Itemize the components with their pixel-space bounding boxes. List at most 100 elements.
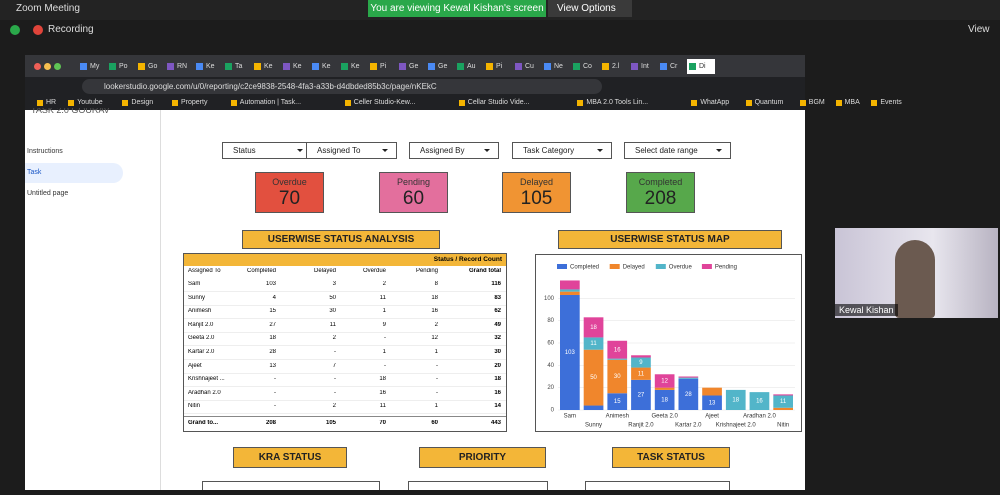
bookmark[interactable]: Events <box>870 97 914 109</box>
legend-swatch <box>609 264 620 269</box>
tab[interactable]: Ge <box>426 59 454 74</box>
bar-segment <box>702 387 722 396</box>
tab[interactable]: Di <box>687 59 715 74</box>
x-tick-label: Kartar 2.0 <box>675 423 702 429</box>
tab[interactable]: Cr <box>658 59 686 74</box>
filter[interactable]: Task Category <box>512 142 612 159</box>
filter[interactable]: Assigned To <box>306 142 397 159</box>
tab[interactable]: Pi <box>484 59 512 74</box>
bookmark[interactable]: BGM <box>799 97 829 109</box>
bar-segment <box>678 378 699 410</box>
panel <box>202 481 380 490</box>
x-tick-label: Nitin <box>777 423 789 429</box>
data-label: 11 <box>780 399 787 405</box>
kpi-card: Overdue 70 <box>255 172 324 213</box>
y-tick-label: 60 <box>547 341 554 347</box>
table-cell: 1 <box>382 349 386 355</box>
filter[interactable]: Assigned By <box>409 142 499 159</box>
bookmark[interactable]: Design <box>121 97 165 109</box>
tab[interactable]: RN <box>165 59 193 74</box>
tab[interactable]: Ge <box>397 59 425 74</box>
view-options[interactable]: View Options <box>548 0 632 17</box>
window-dot <box>44 63 51 70</box>
table-cell: 208 <box>265 420 276 426</box>
table-cell: 1 <box>434 349 438 355</box>
tab-icon <box>167 63 174 70</box>
view[interactable]: View <box>968 24 990 35</box>
page-nav[interactable]: Instructions <box>27 148 63 155</box>
data-label: 30 <box>614 374 621 380</box>
tab[interactable]: Go <box>136 59 164 74</box>
tab-icon <box>457 63 464 70</box>
bar-segment <box>583 337 604 350</box>
table-cell: 8 <box>434 281 438 287</box>
tab-icon <box>486 63 493 70</box>
tab[interactable]: Ke <box>339 59 367 74</box>
table-cell: Krishnajeet ... <box>188 376 225 383</box>
column-header: Delayed <box>313 268 336 274</box>
legend-label: Overdue <box>669 265 693 271</box>
bookmark[interactable]: HR <box>36 97 61 109</box>
bookmark[interactable]: MBA 2.0 Tools Lin... <box>576 97 684 109</box>
table-cell: 83 <box>494 294 501 301</box>
tab[interactable]: Int <box>629 59 657 74</box>
table-caption: Status / Record Count <box>184 254 506 266</box>
bar-segment <box>583 317 604 338</box>
kpi-label: Overdue <box>272 177 307 187</box>
bar-segment <box>725 389 746 410</box>
row-line <box>184 386 506 388</box>
table-cell: 15 <box>269 308 276 315</box>
tab[interactable]: Po <box>107 59 135 74</box>
bookmark-icon <box>871 100 878 106</box>
tab[interactable]: 2.l <box>600 59 628 74</box>
bookmark-icon <box>122 100 129 106</box>
rec-dot <box>33 25 43 35</box>
legend-swatch <box>701 264 712 269</box>
tab[interactable]: Ke <box>194 59 222 74</box>
tab[interactable]: Pi <box>368 59 396 74</box>
bookmark[interactable]: Celler Studio-Kew... <box>344 97 452 109</box>
tab[interactable]: Au <box>455 59 483 74</box>
table-cell: 1 <box>434 403 438 410</box>
filter[interactable]: Select date range <box>624 142 731 159</box>
tab[interactable]: Cu <box>513 59 541 74</box>
bookmark[interactable]: Youtube <box>67 97 115 109</box>
status-map-chart: 0 20 40 60 80 100 Completed Delayed Overdue Pendi… <box>535 254 802 432</box>
bar-segment <box>654 389 675 410</box>
table-cell: 3 <box>332 281 336 287</box>
tab[interactable]: My <box>78 59 106 74</box>
dropdown-arrow <box>297 149 303 152</box>
tab[interactable]: Ta <box>223 59 251 74</box>
y-tick-label: 40 <box>547 363 554 369</box>
tab[interactable]: Ke <box>252 59 280 74</box>
table-cell: Ranjit 2.0 <box>188 321 214 328</box>
tab[interactable]: Ke <box>281 59 309 74</box>
table-cell: 30 <box>494 349 501 355</box>
tab-icon <box>225 63 232 70</box>
bookmark[interactable]: Quantum <box>745 97 793 109</box>
page-nav[interactable]: Untitled page <box>27 190 69 197</box>
tab[interactable]: Co <box>571 59 599 74</box>
tab[interactable]: Ke <box>310 59 338 74</box>
url-field[interactable]: lookerstudio.google.com/u/0/reporting/c2… <box>82 79 602 94</box>
bookmark[interactable]: Cellar Studio Vide... <box>458 97 571 109</box>
table-cell: 103 <box>265 281 276 287</box>
tab-bar <box>25 55 805 77</box>
table-cell: 2 <box>382 281 386 287</box>
bookmark[interactable]: Property <box>171 97 224 109</box>
grand-line <box>184 416 506 417</box>
bar-segment <box>607 393 628 410</box>
row-line <box>184 345 506 347</box>
table-cell: Nitin <box>188 403 201 410</box>
bar-segment <box>678 377 699 379</box>
bookmark[interactable]: MBA <box>835 97 865 109</box>
window-dot <box>34 63 41 70</box>
tab[interactable]: Ne <box>542 59 570 74</box>
filter[interactable]: Status <box>222 142 312 159</box>
bookmark[interactable]: Automation | Task... <box>230 97 338 109</box>
bar-segment <box>773 395 793 408</box>
page-nav[interactable]: Task <box>25 163 123 183</box>
bar-segment <box>560 289 580 292</box>
x-tick-label: Aradhan 2.0 <box>743 414 776 420</box>
bookmark[interactable]: WhatApp <box>690 97 738 109</box>
